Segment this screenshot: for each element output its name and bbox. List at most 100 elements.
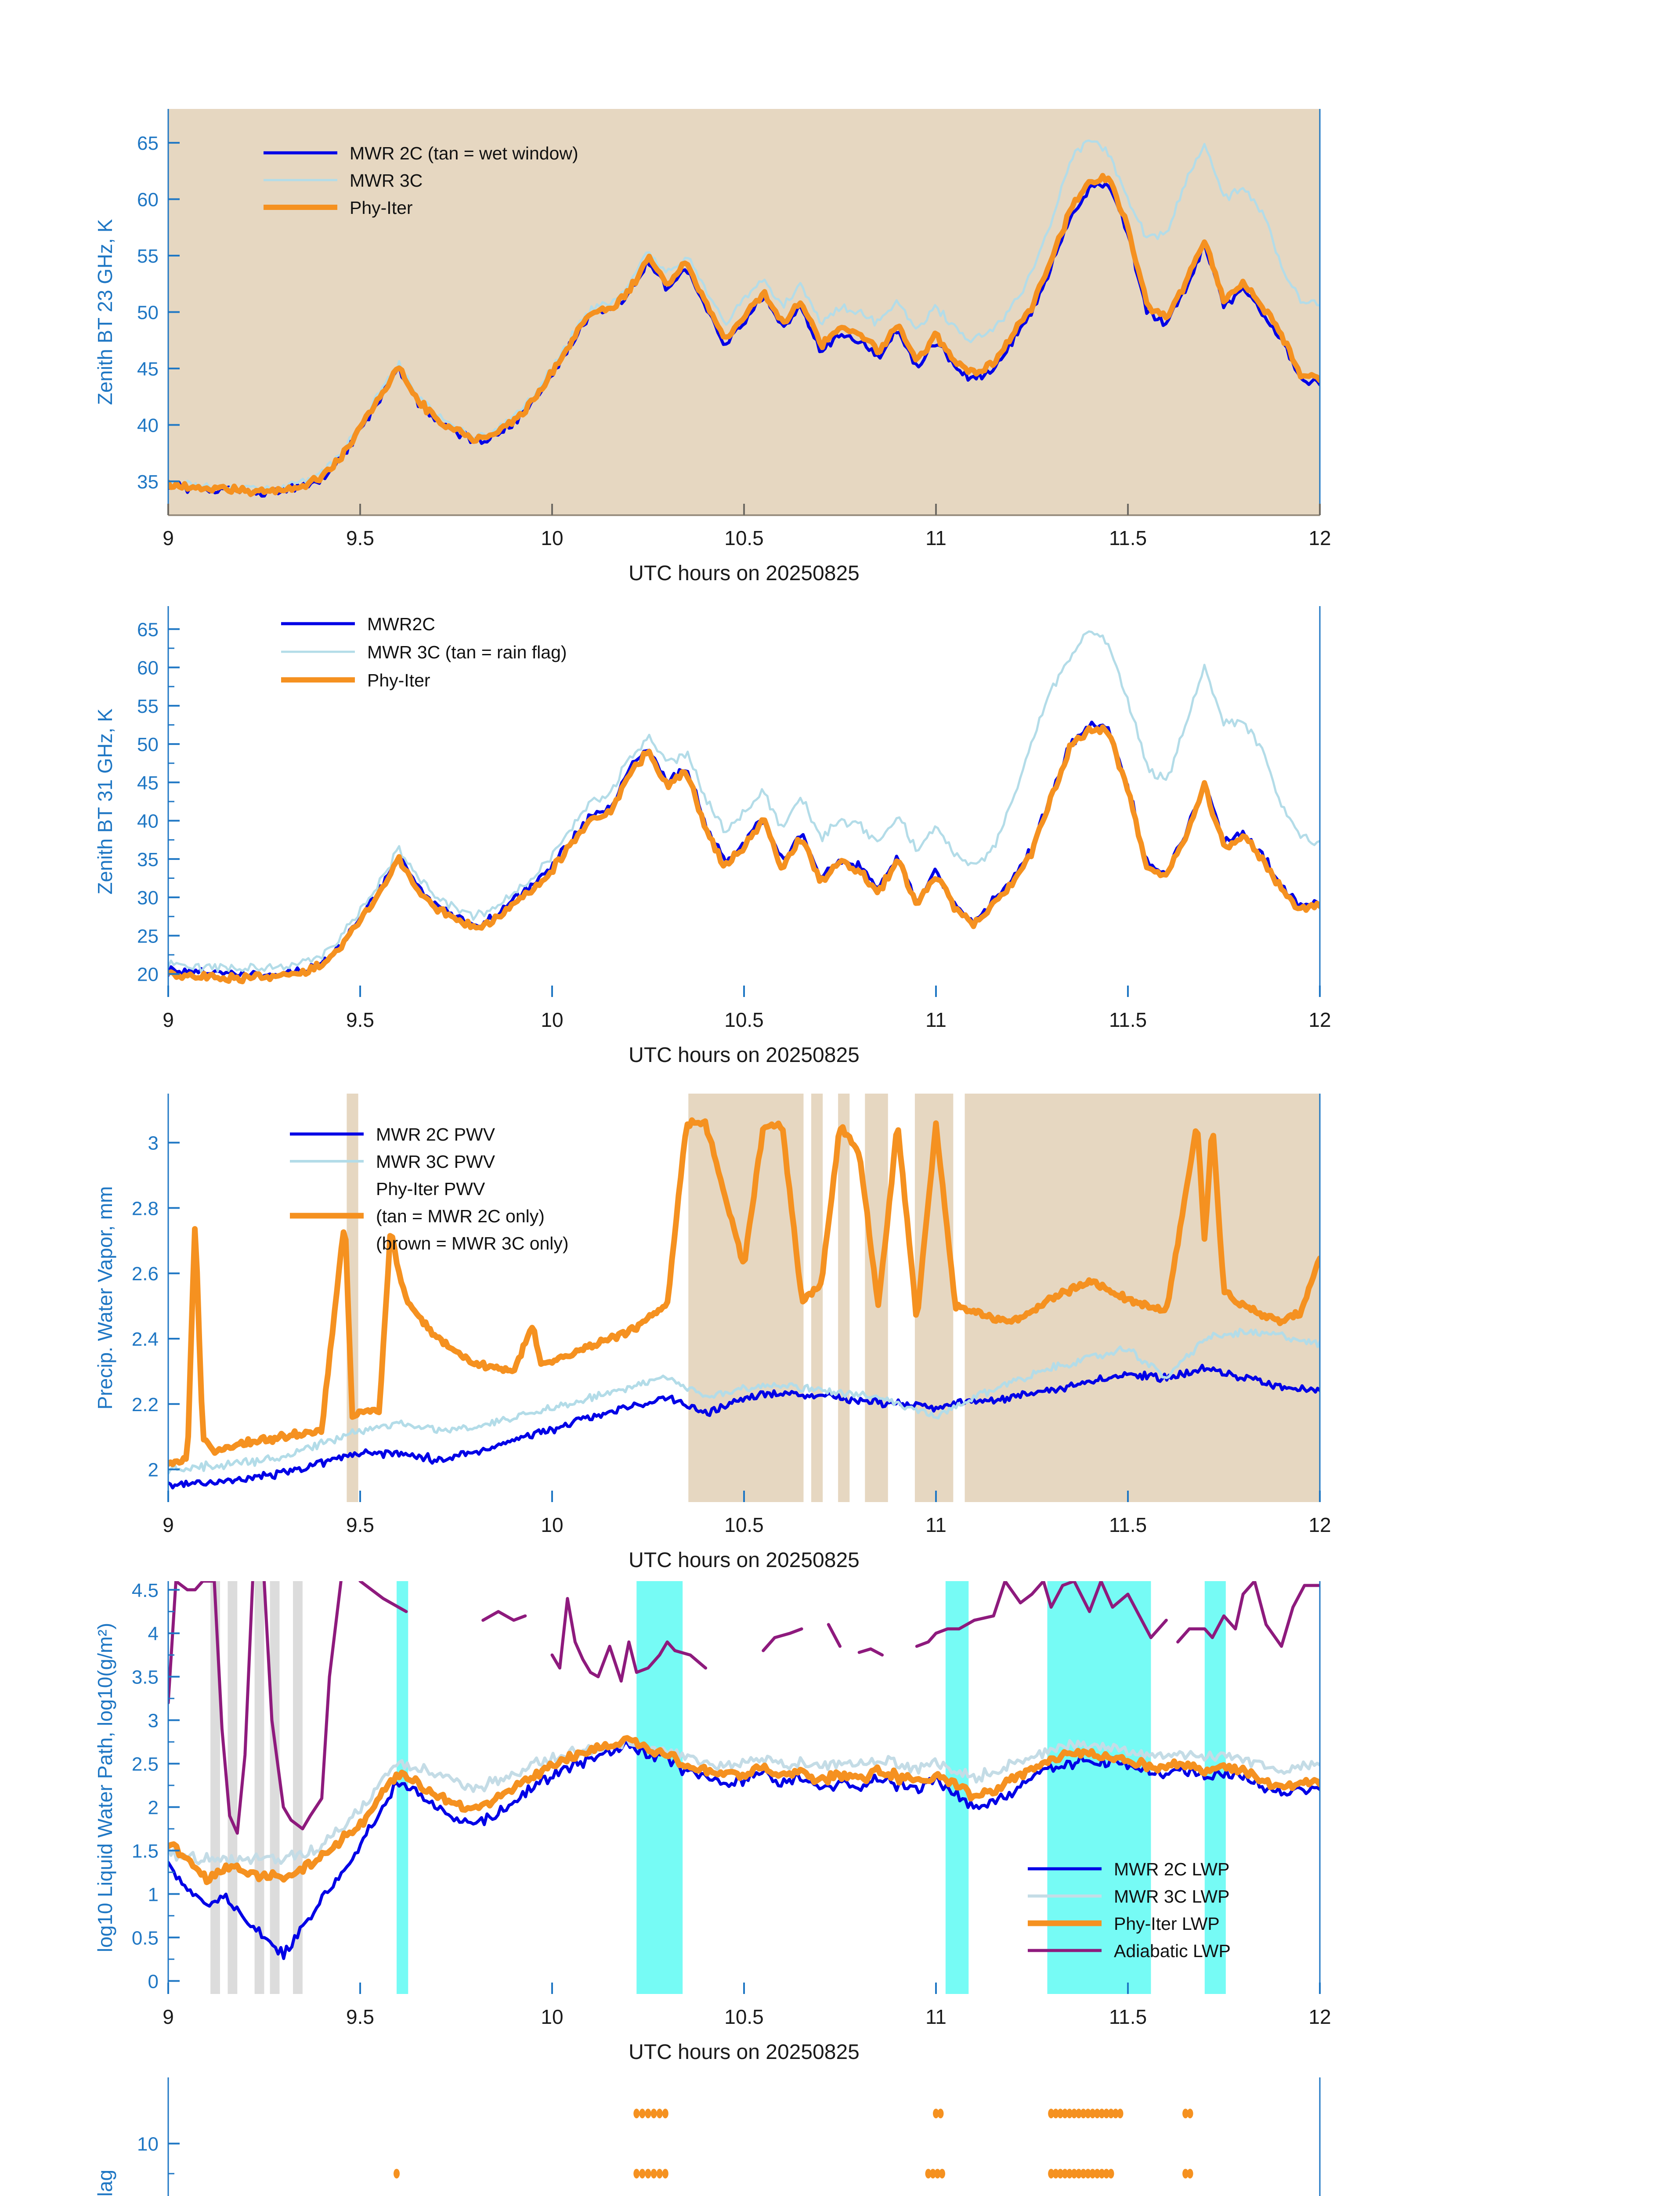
x-tick-label: 11 <box>925 2005 947 2028</box>
x-tick-label: 9.5 <box>346 2005 374 2028</box>
panel-pwv: 2 2.2 2.4 2.6 2.8 3 9 9.5 10 10.5 11 11.5 12 UTC hour… <box>0 1067 1680 1572</box>
dq-flag-point-9 <box>662 2169 668 2179</box>
x-tick-label: 11 <box>925 1513 947 1536</box>
x-tick-label: 10.5 <box>724 1008 764 1031</box>
x-tick-label: 11.5 <box>1109 1513 1147 1536</box>
x-tick-label: 9.5 <box>346 1513 374 1536</box>
x-tick-label: 10 <box>541 1008 563 1031</box>
legend-label: Phy-Iter <box>367 670 430 690</box>
y-tick-label: 20 <box>137 964 159 986</box>
series-line-adiabatic-lwp-seg7 <box>762 1627 803 1652</box>
panel-bt31: 20 25 30 35 40 45 50 55 60 65 9 9.5 10 10.5 11 11.5 12 UT… <box>0 580 1680 1067</box>
y-tick-label: 2.4 <box>132 1329 159 1350</box>
series-line-phy-iter <box>168 173 1320 497</box>
dq-flag-point-11 <box>1052 2109 1059 2119</box>
series-line-adiabatic-lwp-seg3 <box>358 1581 408 1613</box>
dq-flag-point-9 <box>1085 2169 1091 2179</box>
series-line-adiabatic-lwp-seg10 <box>915 1618 976 1648</box>
y-tick-label: 3 <box>148 1710 159 1732</box>
y-tick-label: 0 <box>148 1971 159 1992</box>
dq-flag-point-11 <box>1182 2109 1189 2119</box>
dq-flag-point-9 <box>1071 2169 1077 2179</box>
dq-flag-point-11 <box>656 2109 663 2119</box>
dq-flag-point-11 <box>639 2109 646 2119</box>
y-tick-label: 55 <box>137 246 159 267</box>
x-axis-title: UTC hours on 20250825 <box>629 2041 860 2064</box>
legend-label: MWR 3C PWV <box>376 1152 495 1172</box>
shaded-region-gray <box>228 1581 238 1994</box>
y-tick-label: 2 <box>148 1797 159 1819</box>
series-line-adiabatic-lwp-seg11 <box>972 1581 1168 1640</box>
y-axis-title: MWR Phy Iter DQ Flag <box>94 2170 116 2196</box>
x-tick-label: 11 <box>925 1008 947 1031</box>
dq-flag-point-9 <box>1089 2169 1096 2179</box>
legend-label: MWR 3C (tan = rain flag) <box>367 642 567 662</box>
y-tick-label: 8 <box>148 2194 159 2196</box>
dq-flag-point-11 <box>1089 2109 1096 2119</box>
x-tick-label: 9.5 <box>346 1008 374 1031</box>
legend-label: (brown = MWR 3C only) <box>376 1233 569 1253</box>
dq-flag-point-11 <box>1113 2109 1119 2119</box>
legend: MWR 2C PWV MWR 3C PWV Phy-Iter PWV (tan = M… <box>290 1124 569 1253</box>
series-line-adiabatic-lwp-seg1 <box>213 1581 254 1835</box>
x-tick-label: 9.5 <box>346 527 374 549</box>
shaded-region-cyan <box>1204 1581 1226 1994</box>
y-tick-label: 3 <box>148 1133 159 1154</box>
y-axis-title: Zenith BT 23 GHz, K <box>94 219 116 405</box>
y-tick-label: 65 <box>137 133 159 154</box>
y-tick-label: 2.8 <box>132 1198 159 1219</box>
x-tick-label: 10.5 <box>724 527 764 549</box>
y-tick-label: 45 <box>137 358 159 380</box>
series-line-mwr-3c-pwv <box>168 1328 1320 1475</box>
dq-flag-point-9 <box>394 2169 400 2179</box>
y-tick-label: 2.2 <box>132 1394 159 1416</box>
x-tick-label: 9 <box>163 527 174 549</box>
y-tick-label: 4 <box>148 1623 159 1645</box>
x-tick-label: 11.5 <box>1109 1008 1147 1031</box>
legend-label: Adiabatic LWP <box>1114 1941 1231 1961</box>
x-axis-title: UTC hours on 20250825 <box>629 1549 860 1572</box>
legend: MWR 2C (tan = wet window) MWR 3C Phy-Iter <box>264 143 578 218</box>
y-tick-label: 2.6 <box>132 1263 159 1285</box>
shaded-region-mwr2c-only <box>965 1094 1320 1502</box>
y-tick-label: 1.5 <box>132 1840 159 1862</box>
x-tick-label: 12 <box>1308 1513 1331 1536</box>
x-tick-label: 12 <box>1308 1008 1331 1031</box>
dq-flag-point-9 <box>1057 2169 1064 2179</box>
dq-flag-point-11 <box>1117 2109 1124 2119</box>
legend: MWR2C MWR 3C (tan = rain flag) Phy-Iter <box>281 614 567 690</box>
x-axis-title: UTC hours on 20250825 <box>629 562 860 585</box>
legend-label: Phy-Iter PWV <box>376 1179 485 1199</box>
dq-flag-point-11 <box>1062 2109 1068 2119</box>
dq-flag-point-11 <box>1076 2109 1082 2119</box>
series-line-adiabatic-lwp-seg0 <box>168 1581 216 1705</box>
dq-flag-point-9 <box>645 2169 651 2179</box>
dq-flag-point-9 <box>656 2169 663 2179</box>
legend-label: (tan = MWR 2C only) <box>376 1206 545 1226</box>
series-line-mwr-2c-pwv <box>168 1364 1320 1490</box>
dq-flag-point-9 <box>1080 2169 1087 2179</box>
dq-flag-point-11 <box>1098 2109 1105 2119</box>
dq-flag-point-11 <box>1187 2109 1193 2119</box>
y-tick-label: 2 <box>148 1459 159 1481</box>
dq-flag-point-11 <box>645 2109 651 2119</box>
y-axis-title: Zenith BT 31 GHz, K <box>94 708 116 895</box>
dq-flag-point-9 <box>1182 2169 1189 2179</box>
panel-lwp: 0 0.5 1 1.5 2 2.5 3 3.5 4 4.5 9 9.5 10 10.5 11 11.5 12 UT… <box>0 1555 1680 2064</box>
y-axis-title: log10 Liquid Water Path, log10(g/m²) <box>94 1623 116 1952</box>
shaded-region-mwr2c-only <box>838 1094 850 1502</box>
wet-window-background <box>168 109 1320 515</box>
x-tick-label: 11.5 <box>1109 527 1147 549</box>
dq-flag-point-9 <box>1187 2169 1193 2179</box>
panel-bt23: 35 40 45 50 55 60 65 9 9.5 10 10.5 11 11.5 12 UTC hour… <box>0 83 1680 585</box>
legend-label: MWR 2C (tan = wet window) <box>350 143 578 163</box>
y-tick-label: 3.5 <box>132 1667 159 1688</box>
dq-flag-point-11 <box>633 2109 640 2119</box>
dq-flag-point-11 <box>1071 2109 1077 2119</box>
dq-flag-point-9 <box>930 2169 936 2179</box>
dq-flag-point-9 <box>1048 2169 1055 2179</box>
legend-label: Phy-Iter LWP <box>1114 1914 1220 1934</box>
y-tick-label: 30 <box>137 887 159 909</box>
dq-flag-point-9 <box>1052 2169 1059 2179</box>
dq-flag-point-9 <box>1098 2169 1105 2179</box>
